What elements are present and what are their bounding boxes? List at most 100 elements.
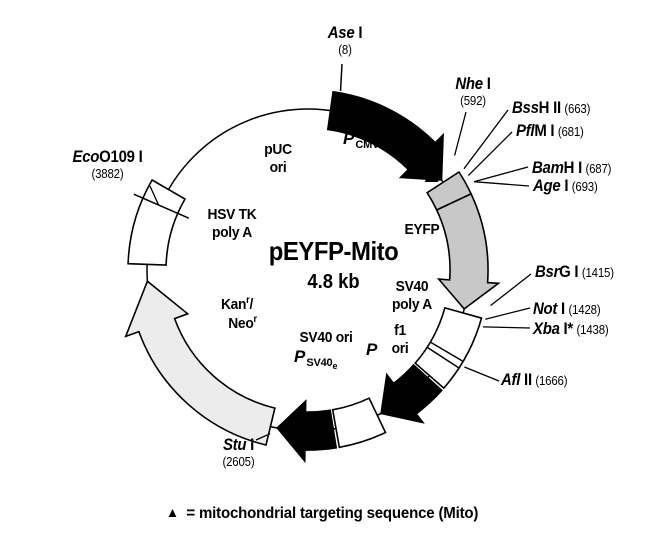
enzyme-position: (1666) [535,373,568,388]
stu1-leader [255,433,271,441]
hsvtk-line2: poly A [211,224,252,242]
enzyme-suffix: I [354,23,363,42]
neo-line: Neor [208,314,267,333]
enzyme-suffix: O109 I [99,147,143,166]
label-kan-neo: Kanr/ Neor [208,295,267,334]
mito-triangle-marker [424,170,439,182]
label-nhe1: Nhe I (592) [437,74,509,108]
neo-text: Neo [228,315,254,333]
plasmid-name: pEYFP-Mito [268,236,399,266]
label-age1: Age I (693) [533,176,598,196]
arrow-pcmv-ie-promoter [326,90,444,181]
puc-line1: pUC [264,141,292,158]
label-p-promoter: P [366,340,377,360]
afl2-tick-2 [426,346,460,369]
kan-text: Kan [220,296,247,313]
kan-line: Kanr/ [208,295,267,314]
segment-hsvtk-polya [127,178,187,266]
enzyme-name: Bsr [535,262,560,281]
nhe1-leader [453,111,467,156]
enzyme-name: Pfl [516,121,535,140]
bsrg1-leader [490,273,532,307]
segment-sv40ori [331,397,387,449]
arrow-eyfp [435,192,501,310]
enzyme-position: (3882) [91,166,124,181]
label-not1: Not I (1428) [533,299,601,319]
label-eco0109: EcoO109 I (3882) [53,147,163,181]
enzyme-suffix: I [246,435,255,454]
neo-sup: r [253,314,257,326]
promoter-p: P [366,340,378,359]
enzyme-position: (592) [460,93,486,108]
enzyme-position: (1438) [576,322,609,337]
legend-text: = mitochondrial targeting sequence (Mito… [186,505,479,522]
enzyme-position: (2605) [222,454,255,469]
psv40-sub-text: SV40 [306,357,333,369]
legend: ▲ = mitochondrial targeting sequence (Mit… [166,504,478,523]
label-afl2: Afl II (1666) [501,370,568,390]
label-bssh2: BssH II (663) [512,98,590,118]
f1-line1: f1 [394,322,406,339]
eco0109-leader [149,185,160,206]
enzyme-name: Nhe [455,74,483,93]
enzyme-name: Age [533,176,561,195]
arrow-psv40e-promoter [276,399,338,464]
bssh2-leader [463,109,509,170]
enzyme-suffix: H I [563,158,583,177]
afl2-tick-1 [430,341,464,363]
bamh1-leader [473,166,529,183]
mito-triangle-legend-icon: ▲ [166,504,179,520]
plasmid-title-block: pEYFP-Mito 4.8 kb [248,236,418,294]
sv40ori-text: SV40 ori [299,329,353,346]
enzyme-position: (8) [338,42,352,57]
kan-sup: r [246,295,250,306]
f1-line2: ori [391,340,409,358]
label-ase1: Ase I (8) [305,23,384,57]
not1-leader [485,307,531,320]
enzyme-position: (1428) [568,302,601,317]
eco0109-tick [133,193,190,219]
enzyme-position: (681) [557,124,584,139]
enzyme-name: Not [533,299,558,318]
label-sv40-polya: SV40 poly A [381,278,444,315]
enzyme-position: (663) [564,101,591,116]
psv40-sube: e [332,361,338,371]
hsvtk-line1: HSV TK [207,206,257,223]
promoter-sub: SV40e [306,357,338,371]
enzyme-suffix: G I [559,262,579,281]
enzyme-name: Afl [501,370,521,389]
label-pflm1: PflM I (681) [516,121,584,141]
label-sv40-ori: SV40 ori [293,329,359,347]
promoter-p: P [343,129,355,148]
label-hsvtk-polya: HSV TK poly A [197,206,267,243]
enzyme-position: (687) [585,161,612,176]
eyfp-text: EYFP [404,221,440,238]
enzyme-suffix: I* [559,319,574,338]
kan-slash: / [249,296,254,313]
enzyme-name: Eco [72,147,100,166]
enzyme-suffix: I [560,176,569,195]
promoter-sub: CMV IE [355,139,393,151]
segment-sv40polya-f1 [414,306,483,390]
label-bamh1: BamH I (687) [532,158,612,178]
enzyme-suffix: I [482,74,491,93]
label-f1-ori: f1 ori [376,322,424,359]
afl2-leader [464,366,500,382]
enzyme-name: Xba [533,319,560,338]
puc-line2: ori [269,159,287,177]
sv40pa-line1: SV40 [395,278,429,295]
enzyme-name: Bam [532,158,564,177]
enzyme-position: (693) [571,179,598,194]
age1-leader [473,181,530,187]
label-pcmv-ie: PCMV IE [343,129,392,151]
pflm1-leader [467,131,513,177]
xba1-leader [482,326,531,329]
enzyme-name: Bss [512,98,539,117]
sv40pa-line2: poly A [391,296,432,314]
enzyme-position: (1415) [581,265,614,280]
label-stu1: Stu I (2605) [201,435,276,469]
arrow-p-promoter [380,363,443,424]
enzyme-suffix: M I [534,121,555,140]
label-psv40e: PSV40e [294,347,337,371]
